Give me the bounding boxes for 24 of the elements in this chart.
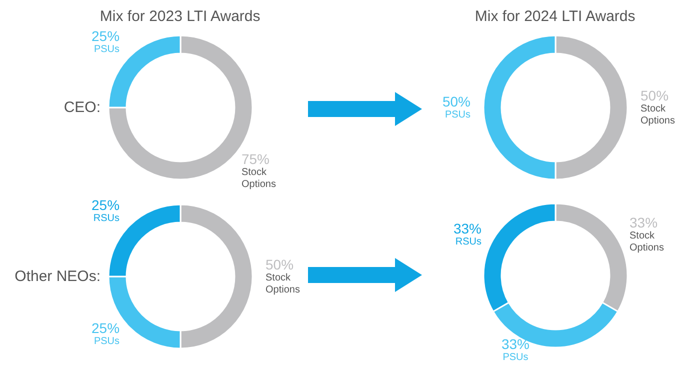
slice-label: RSUs: [455, 236, 482, 248]
slice-label: Stock Options: [630, 230, 664, 254]
slice-label: Stock Options: [266, 272, 300, 296]
text: Other NEOs:: [14, 268, 101, 285]
data-label: 50%: [266, 256, 294, 272]
chart-title: Mix for 2023 LTI Awards: [100, 8, 260, 25]
data-label: 25%: [91, 28, 120, 44]
data-label: 25%: [91, 197, 120, 214]
slice-label: PSUs: [94, 336, 120, 347]
data-label: 50%: [442, 94, 471, 110]
text: CEO:: [64, 99, 101, 116]
data-label: 33%: [501, 336, 530, 352]
data-label: 33%: [453, 220, 482, 236]
slice-label: RSUs: [93, 213, 120, 224]
slice-label: PSUs: [94, 44, 120, 56]
data-label: 50%: [640, 88, 669, 104]
data-label: 33%: [630, 214, 658, 230]
data-label: 75%: [241, 150, 270, 167]
slice-label: PSUs: [444, 110, 470, 120]
slice-label: Stock Options: [640, 104, 675, 126]
slice-label: PSUs: [502, 352, 528, 363]
data-label: 25%: [91, 320, 120, 336]
chart-title: Mix for 2024 LTI Awards: [474, 8, 636, 25]
slice-label: Stock Options: [241, 166, 276, 190]
